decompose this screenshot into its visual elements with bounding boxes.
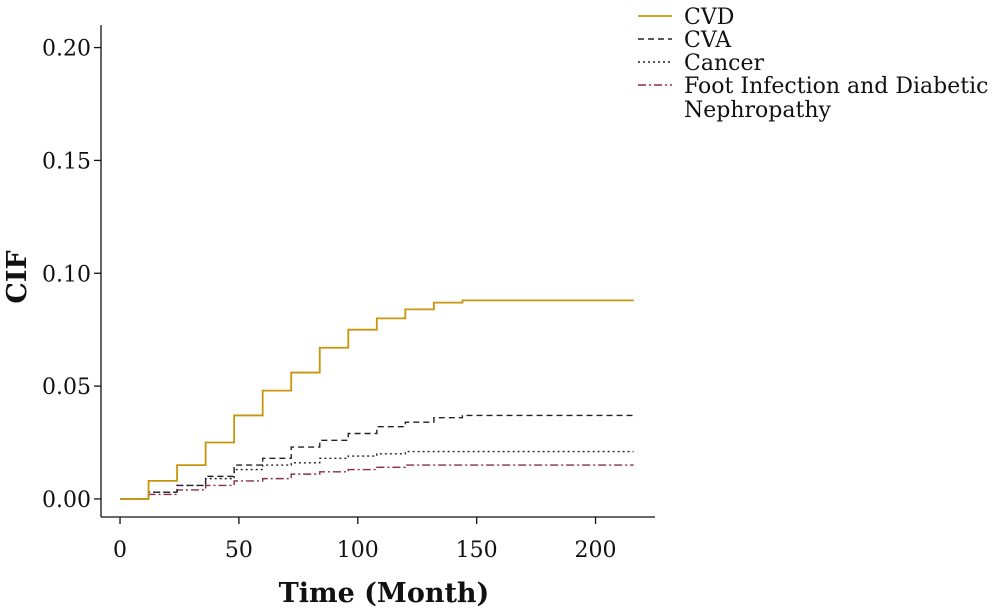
legend-label-3: Foot Infection and Diabetic — [684, 74, 988, 99]
x-tick-label: 0 — [113, 538, 127, 563]
y-tick-label: 0.10 — [42, 262, 91, 287]
x-tick-label: 150 — [456, 538, 498, 563]
y-axis-title: CIF — [2, 250, 33, 303]
axes: 0.00 0.05 0.10 0.15 0.20 0 50 100 150 200 Time (Mo… — [2, 25, 655, 609]
series-layer — [120, 299, 634, 500]
x-tick-label: 200 — [575, 538, 617, 563]
y-tick-label: 0.00 — [42, 488, 91, 513]
legend-label-2: Cancer — [684, 51, 764, 76]
legend-label-1: CVA — [684, 28, 732, 53]
x-tick-label: 100 — [337, 538, 379, 563]
legend-label-0: CVD — [684, 5, 734, 30]
series-line-2 — [120, 450, 634, 500]
x-tick-label: 50 — [225, 538, 253, 563]
series-line-0 — [120, 299, 634, 500]
y-tick-label: 0.05 — [42, 375, 91, 400]
y-tick-label: 0.15 — [42, 149, 91, 174]
series-line-1 — [120, 414, 634, 500]
legend-label-3: Nephropathy — [684, 98, 831, 123]
y-tick-label: 0.20 — [42, 37, 91, 62]
x-axis-title: Time (Month) — [279, 578, 490, 609]
series-line-3 — [120, 464, 634, 500]
